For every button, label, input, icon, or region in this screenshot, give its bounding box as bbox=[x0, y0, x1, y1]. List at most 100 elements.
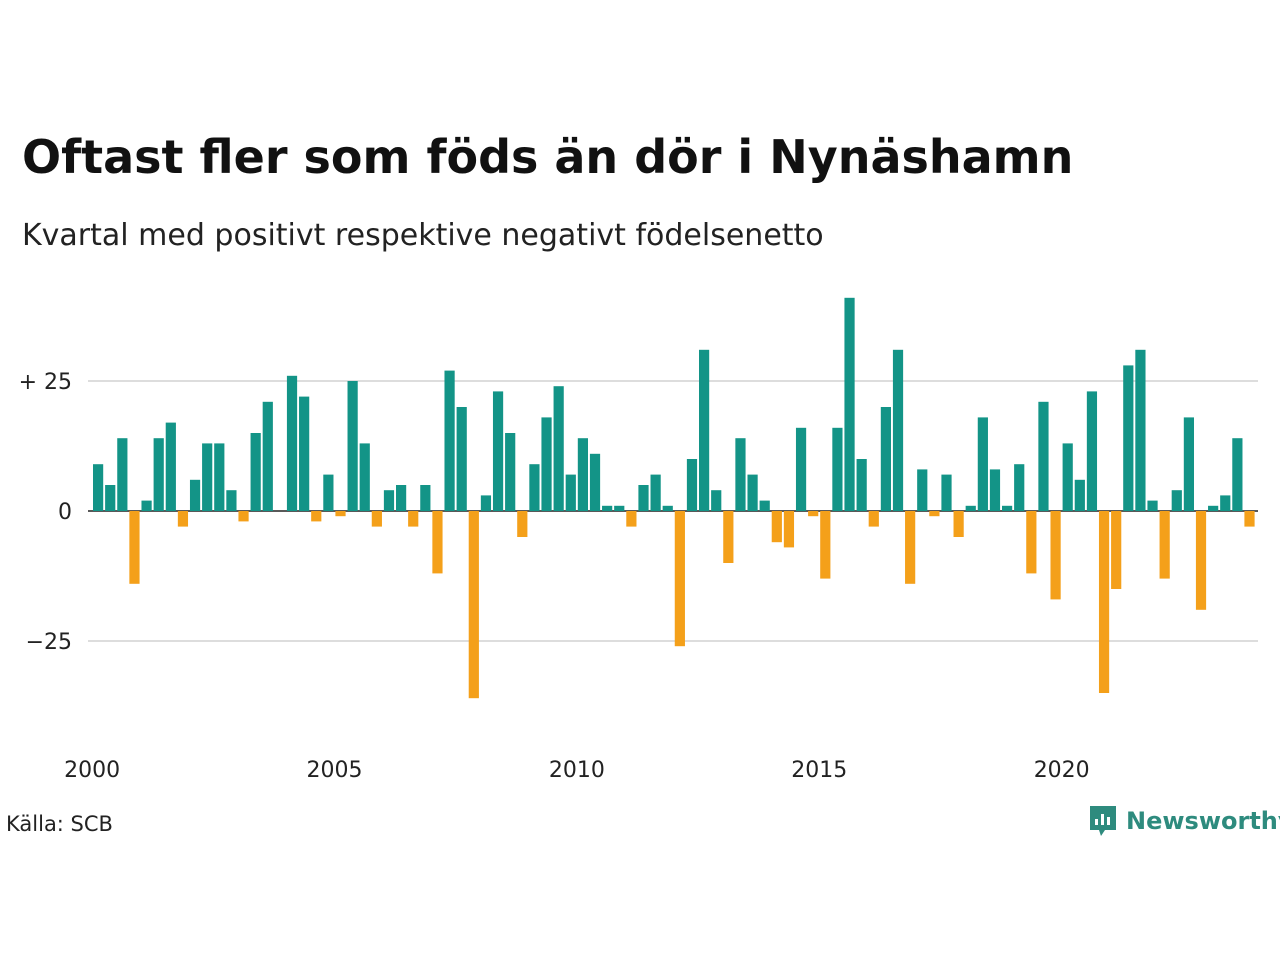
bar-negative[interactable] bbox=[626, 511, 637, 527]
bar-positive[interactable] bbox=[480, 495, 492, 511]
bar-positive[interactable] bbox=[941, 474, 952, 511]
bar-negative[interactable] bbox=[1098, 511, 1110, 693]
bar-positive[interactable] bbox=[105, 485, 116, 511]
bar-positive[interactable] bbox=[505, 433, 516, 511]
bar-positive[interactable] bbox=[1232, 438, 1243, 511]
bar-negative[interactable] bbox=[1111, 511, 1122, 589]
bar-negative[interactable] bbox=[820, 511, 831, 579]
bar-negative[interactable] bbox=[1026, 511, 1037, 574]
bar-positive[interactable] bbox=[117, 438, 128, 511]
bar-positive[interactable] bbox=[492, 391, 504, 511]
bar-positive[interactable] bbox=[1171, 490, 1182, 511]
bar-chart: + 25 0 −25 2000 2005 2010 2015 2020 bbox=[19, 297, 1258, 783]
bar-positive[interactable] bbox=[396, 485, 407, 511]
bar-positive[interactable] bbox=[832, 427, 843, 511]
bar-positive[interactable] bbox=[699, 349, 710, 511]
bar-positive[interactable] bbox=[529, 464, 540, 511]
bar-positive[interactable] bbox=[735, 438, 746, 511]
bar-positive[interactable] bbox=[892, 349, 904, 511]
bar-positive[interactable] bbox=[420, 485, 431, 511]
bar-positive[interactable] bbox=[638, 485, 649, 511]
bar-negative[interactable] bbox=[408, 511, 419, 527]
bar-negative[interactable] bbox=[723, 511, 734, 563]
bar-negative[interactable] bbox=[517, 511, 528, 537]
bar-negative[interactable] bbox=[177, 511, 189, 527]
bar-positive[interactable] bbox=[917, 469, 928, 511]
bar-positive[interactable] bbox=[1062, 443, 1073, 511]
bar-positive[interactable] bbox=[553, 386, 564, 511]
bar-positive[interactable] bbox=[614, 505, 625, 511]
bar-positive[interactable] bbox=[1074, 479, 1085, 511]
bar-positive[interactable] bbox=[299, 396, 310, 511]
x-tick-label: 2015 bbox=[791, 758, 847, 783]
bar-positive[interactable] bbox=[250, 433, 261, 511]
bar-positive[interactable] bbox=[444, 370, 455, 511]
bar-positive[interactable] bbox=[286, 375, 298, 511]
bar-positive[interactable] bbox=[989, 469, 1001, 511]
bar-positive[interactable] bbox=[347, 381, 358, 511]
bar-positive[interactable] bbox=[1208, 505, 1219, 511]
bar-positive[interactable] bbox=[856, 459, 867, 511]
bar-negative[interactable] bbox=[674, 511, 685, 647]
bar-positive[interactable] bbox=[686, 459, 698, 511]
bar-positive[interactable] bbox=[977, 417, 988, 511]
newsworthy-logo-icon bbox=[1090, 806, 1116, 836]
bar-negative[interactable] bbox=[953, 511, 964, 537]
bar-positive[interactable] bbox=[844, 297, 855, 511]
bar-negative[interactable] bbox=[1195, 511, 1207, 610]
bar-negative[interactable] bbox=[783, 511, 795, 548]
bar-positive[interactable] bbox=[759, 500, 770, 511]
bar-negative[interactable] bbox=[771, 511, 782, 543]
bar-negative[interactable] bbox=[1244, 511, 1255, 527]
bar-negative[interactable] bbox=[808, 511, 819, 517]
bar-positive[interactable] bbox=[747, 474, 758, 511]
bar-positive[interactable] bbox=[93, 464, 104, 511]
bar-positive[interactable] bbox=[1183, 417, 1194, 511]
bar-positive[interactable] bbox=[565, 474, 576, 511]
bar-positive[interactable] bbox=[141, 500, 152, 511]
bar-positive[interactable] bbox=[1220, 495, 1231, 511]
bar-negative[interactable] bbox=[432, 511, 443, 574]
bar-positive[interactable] bbox=[541, 417, 552, 511]
bar-negative[interactable] bbox=[929, 511, 940, 517]
bar-positive[interactable] bbox=[795, 427, 807, 511]
bar-positive[interactable] bbox=[1135, 349, 1146, 511]
bar-negative[interactable] bbox=[238, 511, 249, 522]
bar-positive[interactable] bbox=[226, 490, 237, 511]
bar-positive[interactable] bbox=[165, 422, 176, 511]
bar-negative[interactable] bbox=[1050, 511, 1061, 600]
bar-positive[interactable] bbox=[359, 443, 370, 511]
bar-positive[interactable] bbox=[1147, 500, 1158, 511]
bar-positive[interactable] bbox=[262, 401, 273, 511]
bar-negative[interactable] bbox=[1159, 511, 1170, 579]
y-tick-label: + 25 bbox=[19, 370, 72, 395]
bar-negative[interactable] bbox=[905, 511, 916, 584]
bar-positive[interactable] bbox=[589, 453, 601, 511]
bar-positive[interactable] bbox=[602, 505, 613, 511]
bar-negative[interactable] bbox=[371, 511, 382, 527]
bar-negative[interactable] bbox=[129, 511, 140, 584]
bar-positive[interactable] bbox=[153, 438, 164, 511]
bar-positive[interactable] bbox=[202, 443, 213, 511]
bar-positive[interactable] bbox=[1123, 365, 1134, 511]
bar-positive[interactable] bbox=[711, 490, 722, 511]
bar-positive[interactable] bbox=[456, 407, 467, 511]
bar-positive[interactable] bbox=[965, 505, 976, 511]
bar-positive[interactable] bbox=[662, 505, 673, 511]
bar-positive[interactable] bbox=[214, 443, 225, 511]
bar-positive[interactable] bbox=[383, 490, 395, 511]
bar-positive[interactable] bbox=[1014, 464, 1025, 511]
bar-positive[interactable] bbox=[323, 474, 334, 511]
bar-positive[interactable] bbox=[189, 479, 201, 511]
newsworthy-brand[interactable]: Newsworthy bbox=[1088, 804, 1280, 838]
bar-positive[interactable] bbox=[1002, 505, 1013, 511]
bar-negative[interactable] bbox=[311, 511, 322, 522]
bar-positive[interactable] bbox=[650, 474, 661, 511]
bar-positive[interactable] bbox=[577, 438, 588, 511]
bar-negative[interactable] bbox=[868, 511, 879, 527]
bar-positive[interactable] bbox=[1086, 391, 1098, 511]
bar-positive[interactable] bbox=[1038, 401, 1049, 511]
bar-positive[interactable] bbox=[880, 407, 891, 511]
bar-negative[interactable] bbox=[335, 511, 346, 517]
bar-negative[interactable] bbox=[468, 511, 479, 699]
